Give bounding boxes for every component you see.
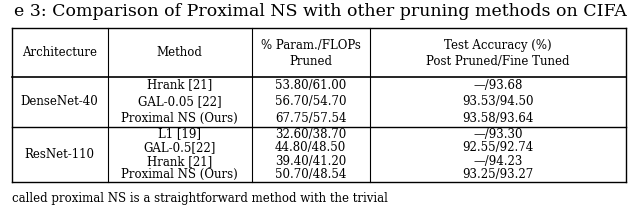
Text: 32.60/38.70: 32.60/38.70 (275, 127, 346, 140)
Text: L1 [19]: L1 [19] (158, 127, 201, 140)
Text: Proximal NS (Ours): Proximal NS (Ours) (121, 168, 238, 181)
Text: 67.75/57.54: 67.75/57.54 (275, 112, 346, 125)
Text: 93.25/93.27: 93.25/93.27 (462, 168, 534, 181)
Text: 39.40/41.20: 39.40/41.20 (275, 155, 346, 168)
Text: 53.80/61.00: 53.80/61.00 (275, 79, 346, 92)
Text: Post Pruned/Fine Tuned: Post Pruned/Fine Tuned (426, 55, 570, 68)
Text: GAL-0.05 [22]: GAL-0.05 [22] (138, 95, 221, 108)
Text: % Param./FLOPs: % Param./FLOPs (260, 39, 361, 52)
Text: DenseNet-40: DenseNet-40 (20, 95, 99, 108)
Text: —/93.30: —/93.30 (473, 127, 523, 140)
Text: e 3: Comparison of Proximal NS with other pruning methods on CIFA: e 3: Comparison of Proximal NS with othe… (13, 3, 627, 20)
Text: 50.70/48.54: 50.70/48.54 (275, 168, 346, 181)
Text: Architecture: Architecture (22, 46, 97, 59)
Text: Pruned: Pruned (289, 55, 332, 68)
Text: —/94.23: —/94.23 (473, 155, 523, 168)
Text: called proximal NS is a straightforward method with the trivial: called proximal NS is a straightforward … (12, 192, 387, 205)
Text: 93.58/93.64: 93.58/93.64 (462, 112, 534, 125)
Text: 93.53/94.50: 93.53/94.50 (462, 95, 534, 108)
Text: GAL-0.5[22]: GAL-0.5[22] (143, 141, 216, 154)
Text: —/93.68: —/93.68 (473, 79, 523, 92)
Text: 92.55/92.74: 92.55/92.74 (462, 141, 534, 154)
Text: Hrank [21]: Hrank [21] (147, 79, 212, 92)
Text: Method: Method (157, 46, 202, 59)
Text: 44.80/48.50: 44.80/48.50 (275, 141, 346, 154)
Text: Hrank [21]: Hrank [21] (147, 155, 212, 168)
Text: Proximal NS (Ours): Proximal NS (Ours) (121, 112, 238, 125)
Text: 56.70/54.70: 56.70/54.70 (275, 95, 346, 108)
Text: ResNet-110: ResNet-110 (24, 148, 95, 161)
Text: Test Accuracy (%): Test Accuracy (%) (444, 39, 552, 52)
